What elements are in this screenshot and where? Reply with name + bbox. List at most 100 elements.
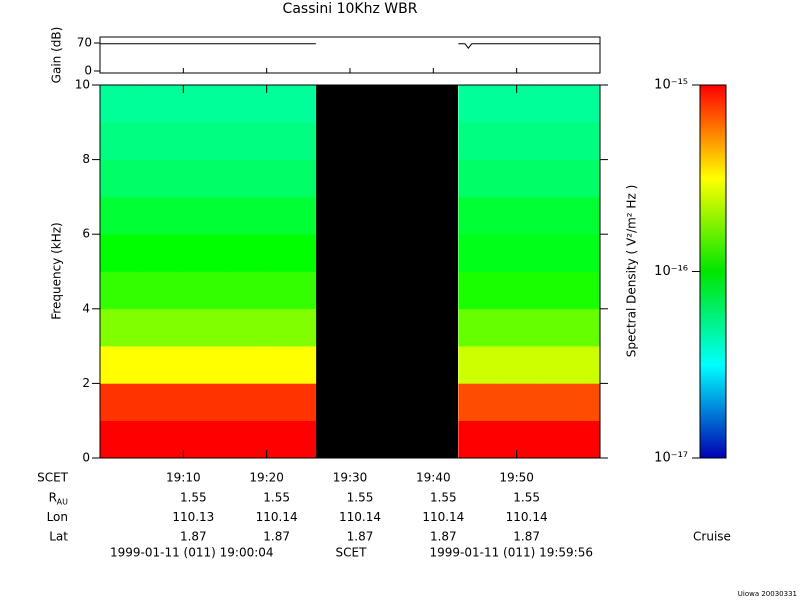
row-value: 1.87: [180, 530, 207, 544]
colorbar: [699, 84, 727, 459]
cell: [541, 234, 601, 272]
end-time: 1999-01-11 (011) 19:59:56: [429, 546, 593, 560]
gain-line: [100, 43, 600, 50]
cell: [225, 85, 267, 123]
cell: [500, 383, 542, 421]
cell: [266, 271, 317, 310]
cell: [100, 196, 142, 235]
cell: [458, 271, 501, 310]
cell: [183, 346, 226, 384]
cell: [541, 271, 601, 310]
cell: [458, 420, 501, 459]
cell: [266, 346, 317, 384]
cell: [100, 420, 142, 459]
cell: [141, 234, 184, 272]
y-tick-label: 8: [82, 152, 90, 166]
cell: [225, 308, 267, 347]
gain-tick-label: 0: [84, 64, 92, 78]
gain-label: Gain (dB): [50, 27, 64, 84]
row-value: 1.55: [263, 491, 290, 505]
cell: [266, 122, 317, 160]
cell: [541, 346, 601, 384]
row-label: Lon: [47, 510, 68, 524]
cell: [458, 234, 501, 272]
cell: [100, 159, 142, 198]
cell: [183, 159, 226, 198]
cell: [225, 271, 267, 310]
cell: [458, 346, 501, 384]
cell: [541, 196, 601, 235]
cell: [541, 420, 601, 459]
cell: [266, 196, 317, 235]
cell: [100, 122, 142, 160]
cell: [100, 234, 142, 272]
phase: Cruise: [693, 530, 731, 544]
cell: [225, 383, 267, 421]
cell: [458, 159, 501, 198]
cell: [183, 234, 226, 272]
cell: [541, 122, 601, 160]
y-tick-label: 4: [82, 301, 90, 315]
cell: [141, 420, 184, 459]
cell: [541, 159, 601, 198]
row-value: 1.55: [180, 491, 207, 505]
cell: [500, 85, 542, 123]
cell: [183, 383, 226, 421]
y-tick-label: 10: [75, 78, 90, 92]
cell: [141, 85, 184, 123]
cell: [458, 308, 501, 347]
colorbar-tick-label: 10⁻¹⁶: [654, 264, 688, 279]
cell: [541, 308, 601, 347]
cell: [183, 122, 226, 160]
cell: [183, 85, 226, 123]
gain-tick-label: 70: [77, 36, 92, 50]
cell: [225, 122, 267, 160]
x-tick-label: 19:40: [416, 471, 451, 485]
cell: [100, 271, 142, 310]
row-value: 110.14: [506, 510, 548, 524]
cell: [500, 159, 542, 198]
start-time: 1999-01-11 (011) 19:00:04: [110, 546, 274, 560]
cell: [500, 420, 542, 459]
cell: [100, 383, 142, 421]
row-value: 1.55: [347, 491, 374, 505]
row-value: 110.14: [339, 510, 381, 524]
row-value: 110.14: [256, 510, 298, 524]
cell: [266, 383, 317, 421]
cell: [500, 196, 542, 235]
cell: [458, 383, 501, 421]
cell: [225, 346, 267, 384]
cell: [500, 234, 542, 272]
cell: [458, 85, 501, 123]
row-value: 1.87: [430, 530, 457, 544]
row-value: 1.87: [263, 530, 290, 544]
cell: [141, 271, 184, 310]
x-tick-label: 19:50: [499, 471, 534, 485]
y-axis-label: Frequency (kHz): [50, 222, 64, 319]
chart-title: Cassini 10Khz WBR: [283, 1, 418, 17]
center-label: SCET: [336, 546, 368, 560]
cell: [183, 420, 226, 459]
cell: [141, 308, 184, 347]
colorbar-tick-label: 10⁻¹⁵: [654, 78, 688, 93]
colorbar-label: Spectral Density ( V²/m² Hz ): [625, 185, 639, 357]
row-value: 110.13: [172, 510, 214, 524]
gain-frame: [99, 36, 601, 74]
cell: [266, 85, 317, 123]
row-value: 1.55: [513, 491, 540, 505]
y-tick-label: 2: [82, 376, 90, 390]
y-tick-label: 0: [82, 451, 90, 465]
cell: [541, 85, 601, 123]
cell: [100, 85, 142, 123]
cell: [225, 159, 267, 198]
cell: [141, 159, 184, 198]
cell: [183, 308, 226, 347]
x-tick-label: 19:20: [249, 471, 284, 485]
cell: [183, 196, 226, 235]
cell: [500, 308, 542, 347]
cell: [458, 196, 501, 235]
cell: [225, 420, 267, 459]
colorbar-tick-label: 10⁻¹⁷: [654, 451, 688, 466]
cell: [141, 383, 184, 421]
cell: [141, 346, 184, 384]
